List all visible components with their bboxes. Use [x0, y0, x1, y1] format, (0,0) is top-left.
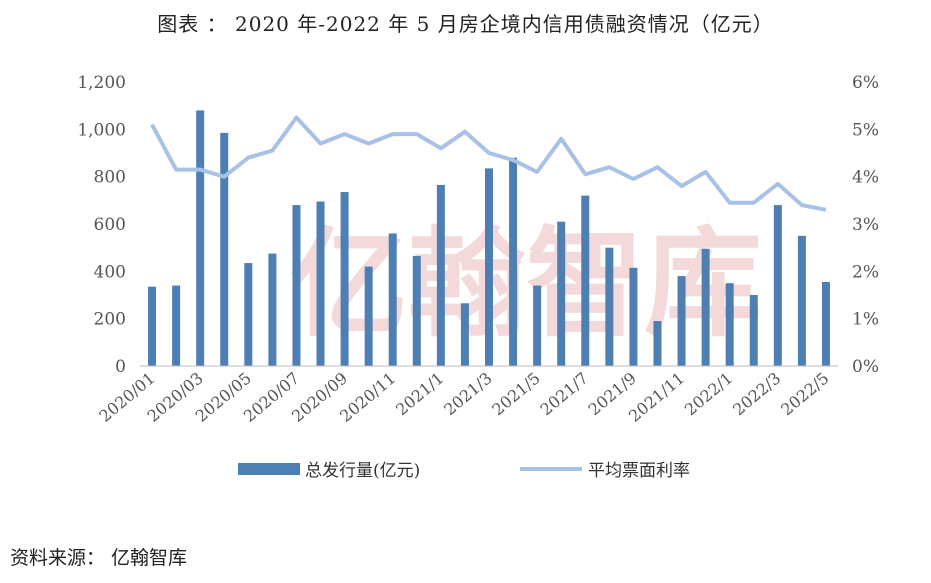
bar	[172, 285, 181, 366]
bar	[509, 157, 518, 366]
bar	[749, 295, 758, 366]
bar	[412, 255, 421, 366]
left-tick-label: 1,000	[77, 120, 126, 140]
bar	[773, 205, 782, 366]
x-tick-label: 2021/7	[537, 369, 592, 420]
legend-line-label: 平均票面利率	[588, 461, 690, 481]
right-tick-label: 4%	[852, 168, 879, 188]
bar	[557, 221, 566, 366]
x-tick-label: 2022/3	[729, 369, 784, 420]
bar	[268, 253, 277, 366]
right-tick-label: 3%	[852, 215, 879, 235]
bar	[364, 266, 373, 366]
left-axis: 0 200 400 600 800 1,000 1,200	[77, 73, 126, 377]
bar	[677, 276, 686, 366]
bar	[725, 283, 734, 366]
chart-title: 图表 ： 2020 年-2022 年 5 月房企境内信用债融资情况（亿元）	[157, 12, 774, 36]
right-tick-label: 0%	[852, 357, 879, 377]
right-tick-label: 5%	[852, 120, 879, 140]
watermark-text: 亿翰智库	[290, 215, 762, 353]
left-tick-label: 800	[94, 168, 126, 188]
x-tick-label: 2021/5	[488, 369, 543, 420]
bar	[316, 201, 325, 366]
legend: 总发行量(亿元) 平均票面利率	[238, 461, 690, 481]
line-series	[150, 115, 827, 212]
bar	[220, 132, 229, 366]
bar	[292, 205, 301, 366]
x-tick-label: 2021/1	[392, 369, 447, 420]
bar	[629, 267, 638, 366]
left-tick-label: 600	[94, 215, 126, 235]
rate-line	[150, 115, 827, 212]
left-tick-label: 400	[94, 262, 126, 282]
bar	[605, 247, 614, 366]
x-axis-labels: 2020/012020/032020/052020/072020/092020/…	[95, 369, 832, 426]
right-axis: 0% 1% 2% 3% 4% 5% 6%	[852, 73, 879, 377]
bar	[581, 195, 590, 366]
x-tick-label: 2022/1	[681, 369, 736, 420]
bar	[533, 285, 542, 366]
bar	[148, 286, 157, 366]
bar-series	[148, 110, 830, 367]
source-note: 资料来源： 亿翰智库	[10, 547, 188, 569]
right-tick-label: 1%	[852, 310, 879, 330]
bar	[436, 184, 445, 366]
bar	[821, 281, 830, 366]
bar	[701, 248, 710, 366]
legend-bar-label: 总发行量(亿元)	[305, 461, 420, 481]
bar	[653, 321, 662, 366]
right-tick-label: 2%	[852, 262, 879, 282]
x-tick-label: 2021/3	[440, 369, 495, 420]
right-tick-label: 6%	[852, 73, 879, 93]
left-tick-label: 200	[94, 310, 126, 330]
bar	[388, 233, 397, 366]
bar	[460, 303, 469, 366]
x-tick-label: 2022/5	[777, 369, 832, 420]
bar	[797, 235, 806, 366]
bar	[340, 192, 349, 366]
bar	[196, 110, 205, 367]
legend-bar-swatch	[238, 463, 300, 475]
left-tick-label: 1,200	[77, 73, 126, 93]
bar	[244, 263, 253, 366]
bar	[485, 168, 493, 366]
left-tick-label: 0	[115, 357, 126, 377]
